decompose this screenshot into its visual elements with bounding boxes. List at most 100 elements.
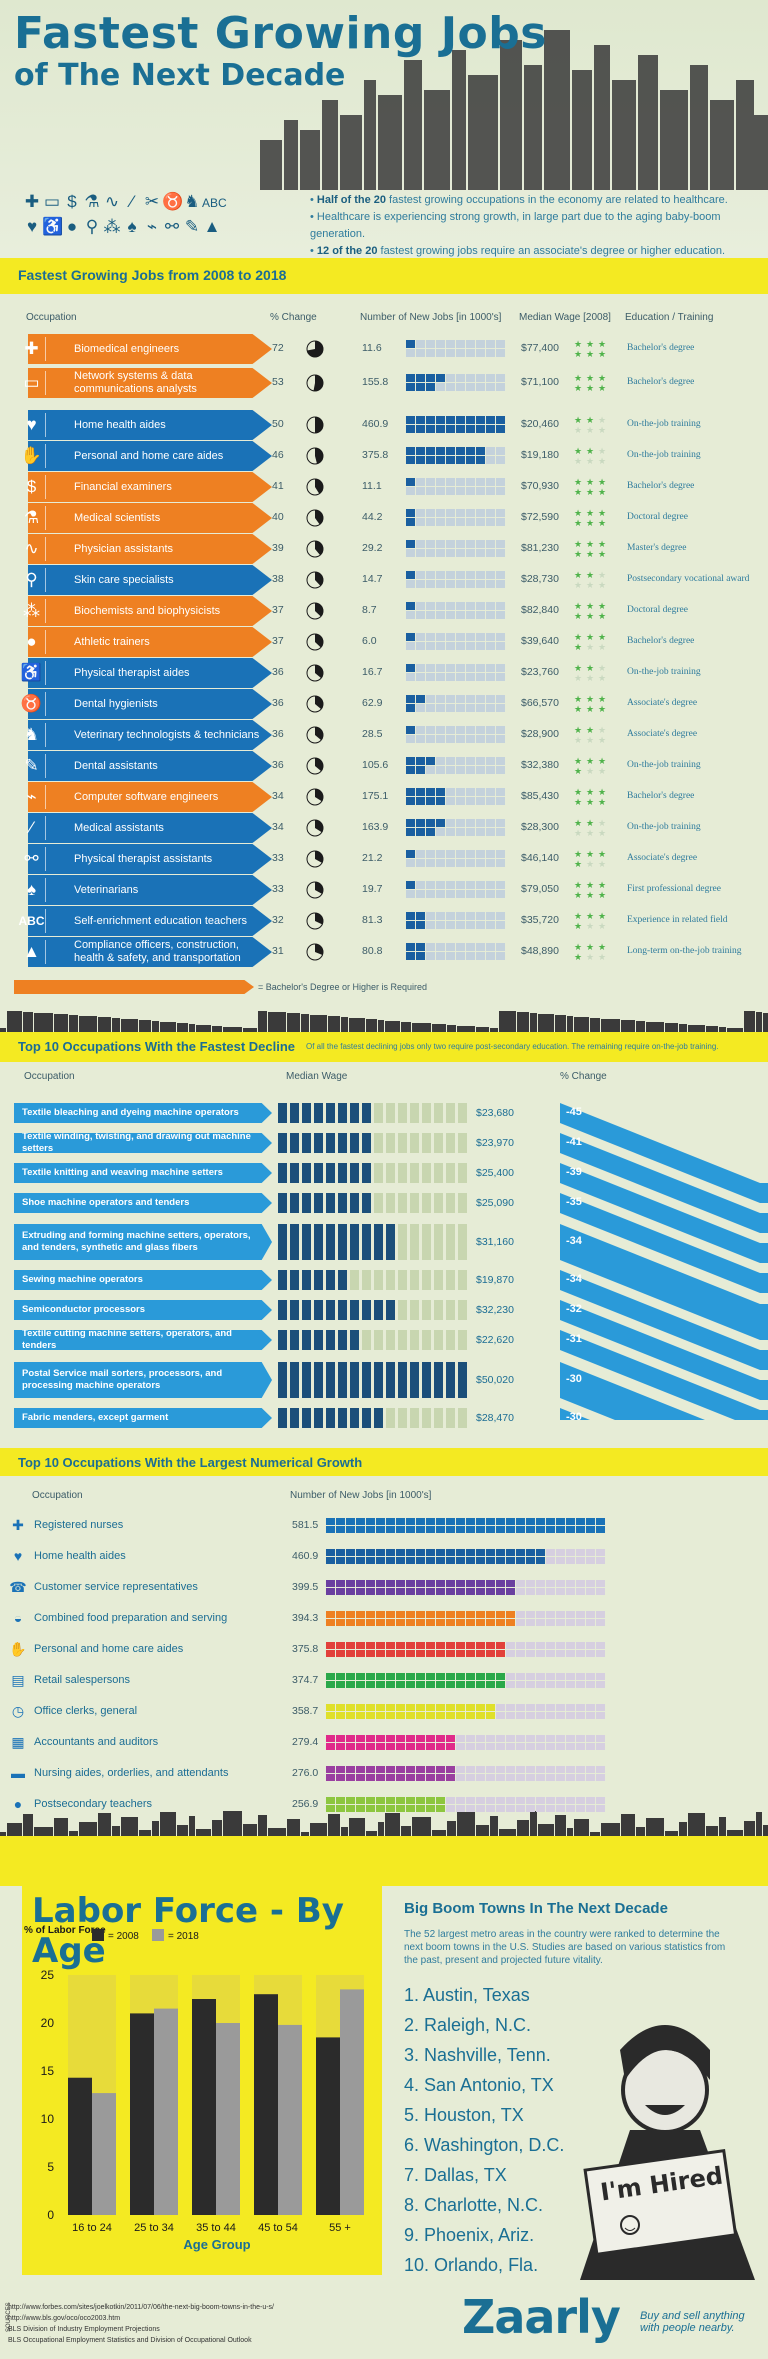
svg-text:★: ★ — [574, 611, 582, 621]
growth-row-name[interactable]: Registered nurses — [34, 1519, 124, 1531]
svg-text:★: ★ — [598, 766, 606, 776]
growth-row-name[interactable]: Personal and home care aides — [34, 1643, 184, 1655]
pct-change: 41 — [272, 480, 284, 492]
job-row[interactable]: ▲ Compliance officers, construction, heal… — [14, 937, 272, 967]
growth-row-name[interactable]: Customer service representatives — [34, 1581, 198, 1593]
job-row[interactable]: $ Financial examiners — [14, 472, 272, 502]
median-wage: $79,050 — [521, 883, 559, 895]
pct-pie — [306, 602, 324, 620]
section-title-fastest: Fastest Growing Jobs from 2008 to 2018 — [18, 267, 287, 283]
x-tick-label: 45 to 54 — [258, 2222, 298, 2234]
growth-row-name[interactable]: Office clerks, general — [34, 1705, 138, 1717]
job-row[interactable]: ⚲ Skin care specialists — [14, 565, 272, 595]
decline-row[interactable]: Textile knitting and weaving machine set… — [14, 1163, 272, 1183]
education-level: Associate's degree — [627, 729, 698, 739]
svg-text:★: ★ — [574, 477, 582, 487]
pct-change: 40 — [272, 511, 284, 523]
header-bullets: Half of the 20 fastest growing occupatio… — [310, 192, 760, 260]
job-row[interactable]: ♥ Home health aides — [14, 410, 272, 440]
job-name: Medical scientists — [28, 503, 272, 533]
education-level: On-the-job training — [627, 667, 701, 677]
y-tick-label: 10 — [41, 2112, 55, 2126]
wage-stars: ★ ★ ★★ ★ ★ — [574, 508, 606, 528]
job-row[interactable]: ● Athletic trainers — [14, 627, 272, 657]
decline-row[interactable]: Shoe machine operators and tenders — [14, 1193, 272, 1213]
new-jobs-value: 16.7 — [362, 666, 383, 678]
decline-row[interactable]: Textile winding, twisting, and drawing o… — [14, 1133, 272, 1153]
svg-text:★: ★ — [598, 849, 606, 859]
education-level: On-the-job training — [627, 450, 701, 460]
new-jobs-grid — [406, 340, 505, 357]
svg-text:★: ★ — [574, 518, 582, 528]
new-jobs-value: 19.7 — [362, 883, 383, 895]
section-title-decline: Top 10 Occupations With the Fastest Decl… — [18, 1039, 296, 1054]
svg-text:★: ★ — [598, 580, 606, 590]
decline-row[interactable]: Sewing machine operators — [14, 1270, 272, 1290]
decline-row[interactable]: Textile bleaching and dyeing machine ope… — [14, 1103, 272, 1123]
decline-wage-bar — [278, 1408, 467, 1428]
growth-row-name[interactable]: Combined food preparation and serving — [34, 1612, 228, 1624]
pct-change: 32 — [272, 914, 284, 926]
source-line: BLS Occupational Employment Statistics a… — [8, 2337, 252, 2344]
job-row[interactable]: ✎ Dental assistants — [14, 751, 272, 781]
growth-row-jobs: 581.5 — [292, 1519, 319, 1531]
job-row[interactable]: ⁄ Medical assistants — [14, 813, 272, 843]
growth-bar — [326, 1766, 605, 1781]
decline-row[interactable]: Textile cutting machine setters, operato… — [14, 1330, 272, 1350]
svg-text:★: ★ — [586, 818, 594, 828]
decline-wage-bar — [278, 1103, 467, 1123]
decline-row[interactable]: Postal Service mail sorters, processors,… — [14, 1362, 272, 1398]
job-name: Biochemists and biophysicists — [28, 596, 272, 626]
svg-text:★: ★ — [574, 539, 582, 549]
decline-col-occupation: Occupation — [24, 1071, 75, 1082]
svg-text:★: ★ — [598, 518, 606, 528]
job-row[interactable]: ♿ Physical therapist aides — [14, 658, 272, 688]
svg-text:★: ★ — [574, 921, 582, 931]
new-jobs-grid — [406, 850, 505, 867]
growth-row-name[interactable]: Home health aides — [34, 1550, 126, 1562]
pct-pie — [306, 850, 324, 868]
growth-row-name[interactable]: Accountants and auditors — [34, 1736, 159, 1748]
svg-text:★: ★ — [586, 766, 594, 776]
phone-icon: ☎ — [9, 1579, 27, 1595]
education-level: Postsecondary vocational award — [627, 574, 750, 584]
growth-row-name[interactable]: Retail salespersons — [34, 1674, 130, 1686]
svg-text:★: ★ — [598, 818, 606, 828]
svg-text:★: ★ — [598, 456, 606, 466]
job-row[interactable]: ▭ Network systems & data communications a… — [14, 368, 272, 398]
new-jobs-value: 29.2 — [362, 542, 383, 554]
job-row[interactable]: ✚ Biomedical engineers — [14, 334, 272, 364]
svg-text:★: ★ — [598, 373, 606, 383]
education-level: Bachelor's degree — [627, 377, 695, 387]
decline-row[interactable]: Semiconductor processors — [14, 1300, 272, 1320]
growth-row-name[interactable]: Nursing aides, orderlies, and attendants — [34, 1767, 229, 1779]
stethoscope-icon: ∿ — [18, 537, 46, 561]
job-row[interactable]: ⚯ Physical therapist assistants — [14, 844, 272, 874]
col-new-jobs: Number of New Jobs [in 1000's] — [360, 312, 502, 323]
decline-pct: -30 — [566, 1373, 582, 1385]
decline-row[interactable]: Fabric menders, except garment — [14, 1408, 272, 1428]
job-row[interactable]: ⚗ Medical scientists — [14, 503, 272, 533]
job-row[interactable]: ✋ Personal and home care aides — [14, 441, 272, 471]
growth-bar — [326, 1704, 605, 1719]
job-row[interactable]: ABC Self-enrichment education teachers — [14, 906, 272, 936]
job-row[interactable]: ♉ Dental hygienists — [14, 689, 272, 719]
decline-wage: $23,680 — [476, 1107, 514, 1119]
job-row[interactable]: ♞ Veterinary technologists & technicians — [14, 720, 272, 750]
svg-text:★: ★ — [598, 570, 606, 580]
decline-row[interactable]: Extruding and forming machine setters, o… — [14, 1224, 272, 1260]
job-row[interactable]: ⌁ Computer software engineers — [14, 782, 272, 812]
growth-row-name[interactable]: Postsecondary teachers — [34, 1798, 153, 1810]
job-row[interactable]: ♠ Veterinarians — [14, 875, 272, 905]
molecule-icon: ⁂ — [103, 217, 121, 236]
job-row[interactable]: ⁂ Biochemists and biophysicists — [14, 596, 272, 626]
decline-wage: $31,160 — [476, 1236, 514, 1248]
zaarly-logo[interactable]: Zaarly — [462, 2290, 621, 2344]
decline-pct: -34 — [566, 1235, 582, 1247]
bar-2018 — [216, 2023, 240, 2215]
job-name: Dental assistants — [28, 751, 272, 781]
job-row[interactable]: ∿ Physician assistants — [14, 534, 272, 564]
svg-text:★: ★ — [574, 766, 582, 776]
x-tick-label: 55 + — [329, 2222, 351, 2234]
growth-bar — [326, 1797, 605, 1812]
